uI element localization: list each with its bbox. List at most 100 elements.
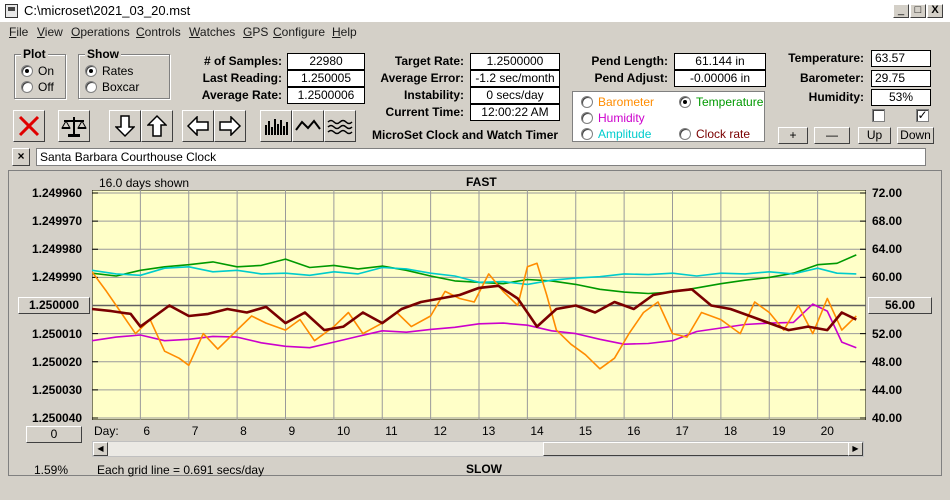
line-graph-icon (295, 119, 321, 131)
right-axis-tick-label: 72.00 (872, 186, 903, 200)
target-rate-label: Target Rate: (394, 54, 464, 68)
barometer-label: Barometer: (799, 71, 864, 85)
slow-label: SLOW (466, 462, 502, 476)
line-plot-button[interactable] (292, 110, 324, 142)
days-shown-label: 16.0 days shown (99, 176, 190, 190)
sensor-clock-rate-dot[interactable] (679, 128, 691, 140)
menu-file[interactable]: File (9, 25, 29, 39)
sensor-barometer-dot[interactable] (581, 96, 593, 108)
clear-clock-name-button[interactable]: × (12, 148, 30, 166)
x-axis-tick-label: 12 (433, 424, 447, 438)
arrow-right-icon (219, 116, 242, 136)
right-checkbox[interactable]: ✓ (916, 108, 929, 122)
window-title: C:\microset\2021_03_20.mst (24, 3, 191, 18)
menu-controls[interactable]: Controls (136, 25, 181, 39)
menu-operations[interactable]: Operations (71, 25, 130, 39)
plot-on-dot[interactable] (21, 65, 33, 77)
plot-off-dot[interactable] (21, 81, 33, 93)
menu-help[interactable]: Help (332, 25, 357, 39)
left-axis-tick-label: 1.250030 (32, 382, 83, 397)
sensor-temperature-radio[interactable]: Temperature (679, 95, 763, 109)
series-clock-rate (92, 284, 857, 332)
right-axis-tick-label: 52.00 (872, 326, 903, 341)
left-center-button[interactable]: 1.250000 (18, 297, 90, 314)
show-rates-dot[interactable] (85, 65, 97, 77)
wave-plot-button[interactable] (324, 110, 356, 142)
grid-note: Each grid line = 0.691 secs/day (97, 463, 265, 477)
x-axis-tick-label: 19 (772, 424, 786, 438)
show-rates-radio[interactable]: Rates (85, 64, 133, 78)
sensor-amplitude-dot[interactable] (581, 128, 593, 140)
scroll-right-button[interactable] (214, 110, 246, 142)
scroll-right-arrow[interactable]: ▶ (848, 442, 863, 456)
x-axis-tick-label: 7 (191, 424, 199, 438)
sensor-humidity-dot[interactable] (581, 112, 593, 124)
arrow-down-icon (115, 115, 135, 138)
show-rates-label: Rates (102, 64, 134, 78)
scroll-thumb[interactable] (543, 442, 849, 456)
scale-down-button[interactable]: Down (897, 127, 934, 144)
bar-plot-button[interactable] (260, 110, 292, 142)
show-group-label: Show (85, 47, 121, 61)
pend-adjust-value: -0.00006 in (674, 70, 766, 87)
scale-up-button[interactable]: Up (858, 127, 891, 144)
app-icon[interactable] (5, 4, 18, 18)
menu-configure[interactable]: Configure (273, 25, 326, 39)
minimize-button[interactable]: _ (893, 4, 909, 18)
scroll-left-arrow[interactable]: ◀ (93, 442, 108, 456)
left-zero-button[interactable]: 0 (26, 426, 82, 443)
plot-off-radio[interactable]: Off (21, 80, 54, 94)
sensor-clock-rate-radio[interactable]: Clock rate (679, 127, 750, 141)
menu-watches[interactable]: Watches (189, 25, 236, 39)
average-rate-value: 1.2500006 (287, 87, 365, 104)
sensor-clock-rate-label: Clock rate (696, 127, 751, 141)
temperature-label: Temperature: (788, 51, 864, 65)
show-boxcar-dot[interactable] (85, 81, 97, 93)
maximize-button[interactable]: □ (910, 4, 926, 18)
temperature-value: 63.57 (871, 50, 931, 67)
stop-button[interactable] (13, 110, 45, 142)
x-axis-tick-label: 9 (288, 424, 296, 438)
left-axis-tick-label: 1.250010 (32, 326, 83, 341)
app-subtitle: MicroSet Clock and Watch Timer (372, 128, 559, 142)
scale-plus-button[interactable]: + (778, 127, 808, 144)
plot-on-radio[interactable]: On (21, 64, 54, 78)
x-axis-tick-label: 6 (143, 424, 151, 438)
scroll-down-button[interactable] (109, 110, 141, 142)
red-x-icon (18, 115, 40, 137)
x-axis-tick-label: 14 (530, 424, 544, 438)
humidity-label: Humidity: (808, 90, 864, 104)
wave-icon (327, 119, 353, 135)
fast-label: FAST (466, 175, 497, 189)
humidity-value: 53% (871, 89, 931, 106)
rate-chart[interactable] (92, 190, 866, 420)
time-scrollbar[interactable]: ◀ ▶ (92, 441, 864, 457)
samples-value: 22980 (287, 53, 365, 70)
right-axis-tick-label: 64.00 (872, 242, 903, 257)
right-axis-tick-label: 68.00 (872, 214, 903, 229)
scale-minus-button[interactable]: — (814, 127, 850, 144)
sensor-temperature-dot[interactable] (679, 96, 691, 108)
menu-bar: File View Operations Controls Watches GP… (0, 22, 950, 41)
left-axis-tick-label: 1.250020 (32, 354, 83, 369)
sensor-humidity-radio[interactable]: Humidity (581, 111, 645, 125)
close-button[interactable]: X (927, 4, 943, 18)
clock-name-field[interactable]: Santa Barbara Courthouse Clock (36, 148, 926, 166)
samples-label: # of Samples: (203, 54, 282, 68)
scroll-left-button[interactable] (182, 110, 214, 142)
plot-group-label: Plot (21, 47, 48, 61)
show-boxcar-radio[interactable]: Boxcar (85, 80, 139, 94)
sensor-amplitude-radio[interactable]: Amplitude (581, 127, 651, 141)
arrow-up-icon (147, 114, 167, 137)
x-axis-tick-label: 15 (578, 424, 593, 438)
scroll-up-button[interactable] (141, 110, 173, 142)
average-rate-label: Average Rate: (201, 88, 282, 102)
bar-graph-icon (265, 119, 288, 135)
sensor-barometer-radio[interactable]: Barometer (581, 95, 654, 109)
balance-button[interactable] (58, 110, 90, 142)
menu-gps[interactable]: GPS (243, 25, 269, 39)
right-center-button[interactable]: 56.00 (868, 297, 932, 314)
average-error-value: -1.2 sec/month (470, 70, 560, 87)
menu-view[interactable]: View (37, 25, 63, 39)
left-checkbox[interactable] (872, 109, 885, 122)
